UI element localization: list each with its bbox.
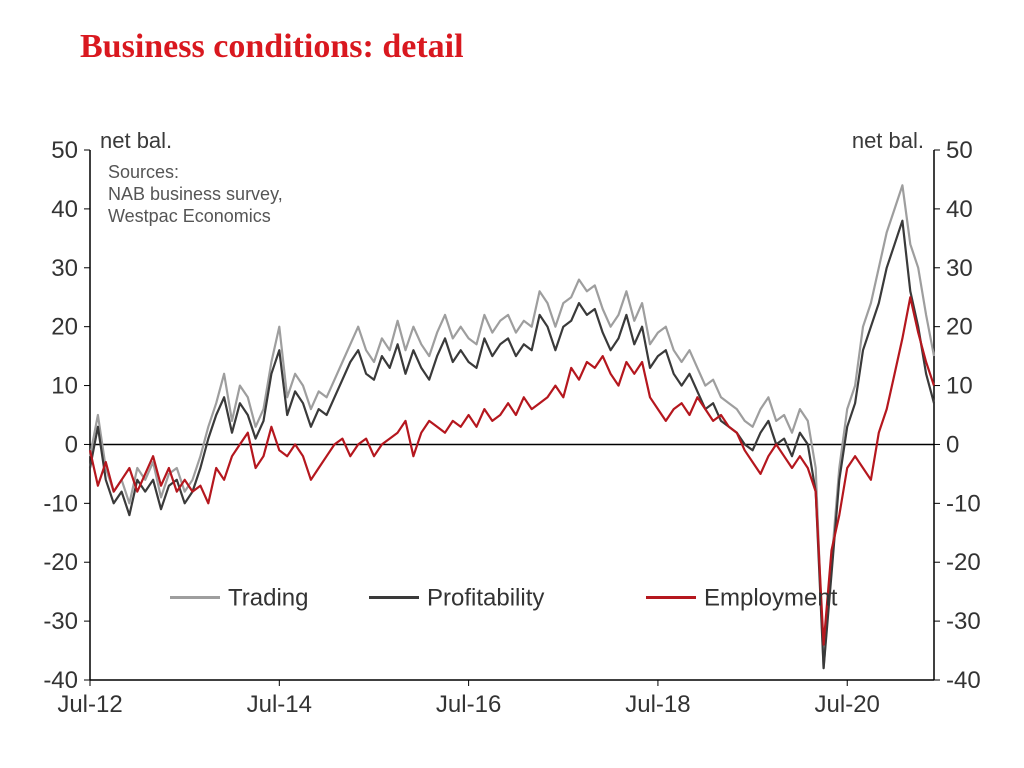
ytick-right: -20 bbox=[946, 549, 981, 576]
legend-label-trading: Trading bbox=[228, 585, 308, 612]
ytick-left: 30 bbox=[51, 255, 78, 282]
ytick-left: -30 bbox=[43, 608, 78, 635]
ytick-left: -10 bbox=[43, 490, 78, 517]
xtick-label: Jul-20 bbox=[815, 691, 880, 718]
y-axis-label-right: net bal. bbox=[852, 130, 924, 153]
chart-svg: -40 -40 -30 -30 -20 -20 -10 -10 0 0 10 10 20 20 30 30 40… bbox=[20, 130, 1004, 730]
xtick-label: Jul-12 bbox=[57, 691, 122, 718]
ytick-right: 30 bbox=[946, 255, 973, 282]
ytick-right: 0 bbox=[946, 431, 959, 458]
sources-line: NAB business survey, bbox=[108, 184, 283, 204]
legend-label-employment: Employment bbox=[704, 585, 838, 612]
ytick-left: 0 bbox=[65, 431, 78, 458]
ytick-right: 20 bbox=[946, 314, 973, 341]
ytick-right: 10 bbox=[946, 373, 973, 400]
ytick-right: -40 bbox=[946, 667, 981, 694]
chart-container: -40 -40 -30 -30 -20 -20 -10 -10 0 0 10 10 20 20 30 30 40… bbox=[20, 130, 1004, 730]
ytick-left: 20 bbox=[51, 314, 78, 341]
legend-label-profitability: Profitability bbox=[427, 585, 544, 612]
ytick-left: 40 bbox=[51, 196, 78, 223]
xtick-label: Jul-16 bbox=[436, 691, 501, 718]
ytick-right: 40 bbox=[946, 196, 973, 223]
xtick-label: Jul-14 bbox=[247, 691, 312, 718]
sources-line: Westpac Economics bbox=[108, 206, 271, 226]
chart-title: Business conditions: detail bbox=[80, 28, 464, 66]
sources-label: Sources: bbox=[108, 162, 179, 182]
ytick-left: 10 bbox=[51, 373, 78, 400]
ytick-left: -40 bbox=[43, 667, 78, 694]
ytick-right: 50 bbox=[946, 137, 973, 164]
xtick-label: Jul-18 bbox=[625, 691, 690, 718]
ytick-right: -10 bbox=[946, 490, 981, 517]
ytick-left: -20 bbox=[43, 549, 78, 576]
ytick-right: -30 bbox=[946, 608, 981, 635]
y-axis-label-left: net bal. bbox=[100, 130, 172, 153]
ytick-left: 50 bbox=[51, 137, 78, 164]
